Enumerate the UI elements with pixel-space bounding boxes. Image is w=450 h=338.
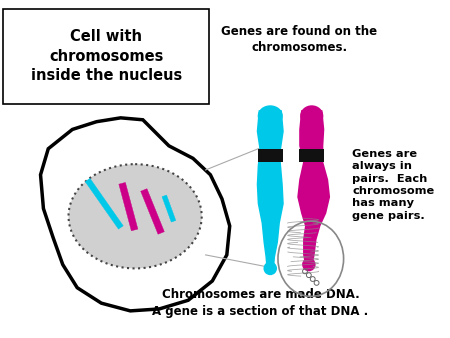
- Polygon shape: [257, 110, 284, 274]
- Polygon shape: [141, 189, 164, 234]
- Ellipse shape: [302, 258, 315, 271]
- Polygon shape: [119, 183, 138, 231]
- Text: Chromosomes are made DNA.
A gene is a section of that DNA .: Chromosomes are made DNA. A gene is a se…: [153, 288, 369, 318]
- Polygon shape: [297, 110, 330, 268]
- FancyBboxPatch shape: [258, 149, 283, 162]
- FancyBboxPatch shape: [299, 149, 324, 162]
- Ellipse shape: [258, 105, 283, 126]
- Polygon shape: [162, 195, 176, 222]
- Text: Genes are found on the
chromosomes.: Genes are found on the chromosomes.: [221, 25, 377, 54]
- Text: Genes are
always in
pairs.  Each
chromosome
has many
gene pairs.: Genes are always in pairs. Each chromoso…: [352, 149, 435, 221]
- Ellipse shape: [68, 164, 202, 268]
- Text: Cell with
chromosomes
inside the nucleus: Cell with chromosomes inside the nucleus: [31, 29, 182, 83]
- Polygon shape: [85, 178, 123, 229]
- FancyBboxPatch shape: [3, 9, 209, 104]
- Ellipse shape: [264, 262, 277, 275]
- Ellipse shape: [300, 105, 324, 126]
- Polygon shape: [40, 118, 230, 311]
